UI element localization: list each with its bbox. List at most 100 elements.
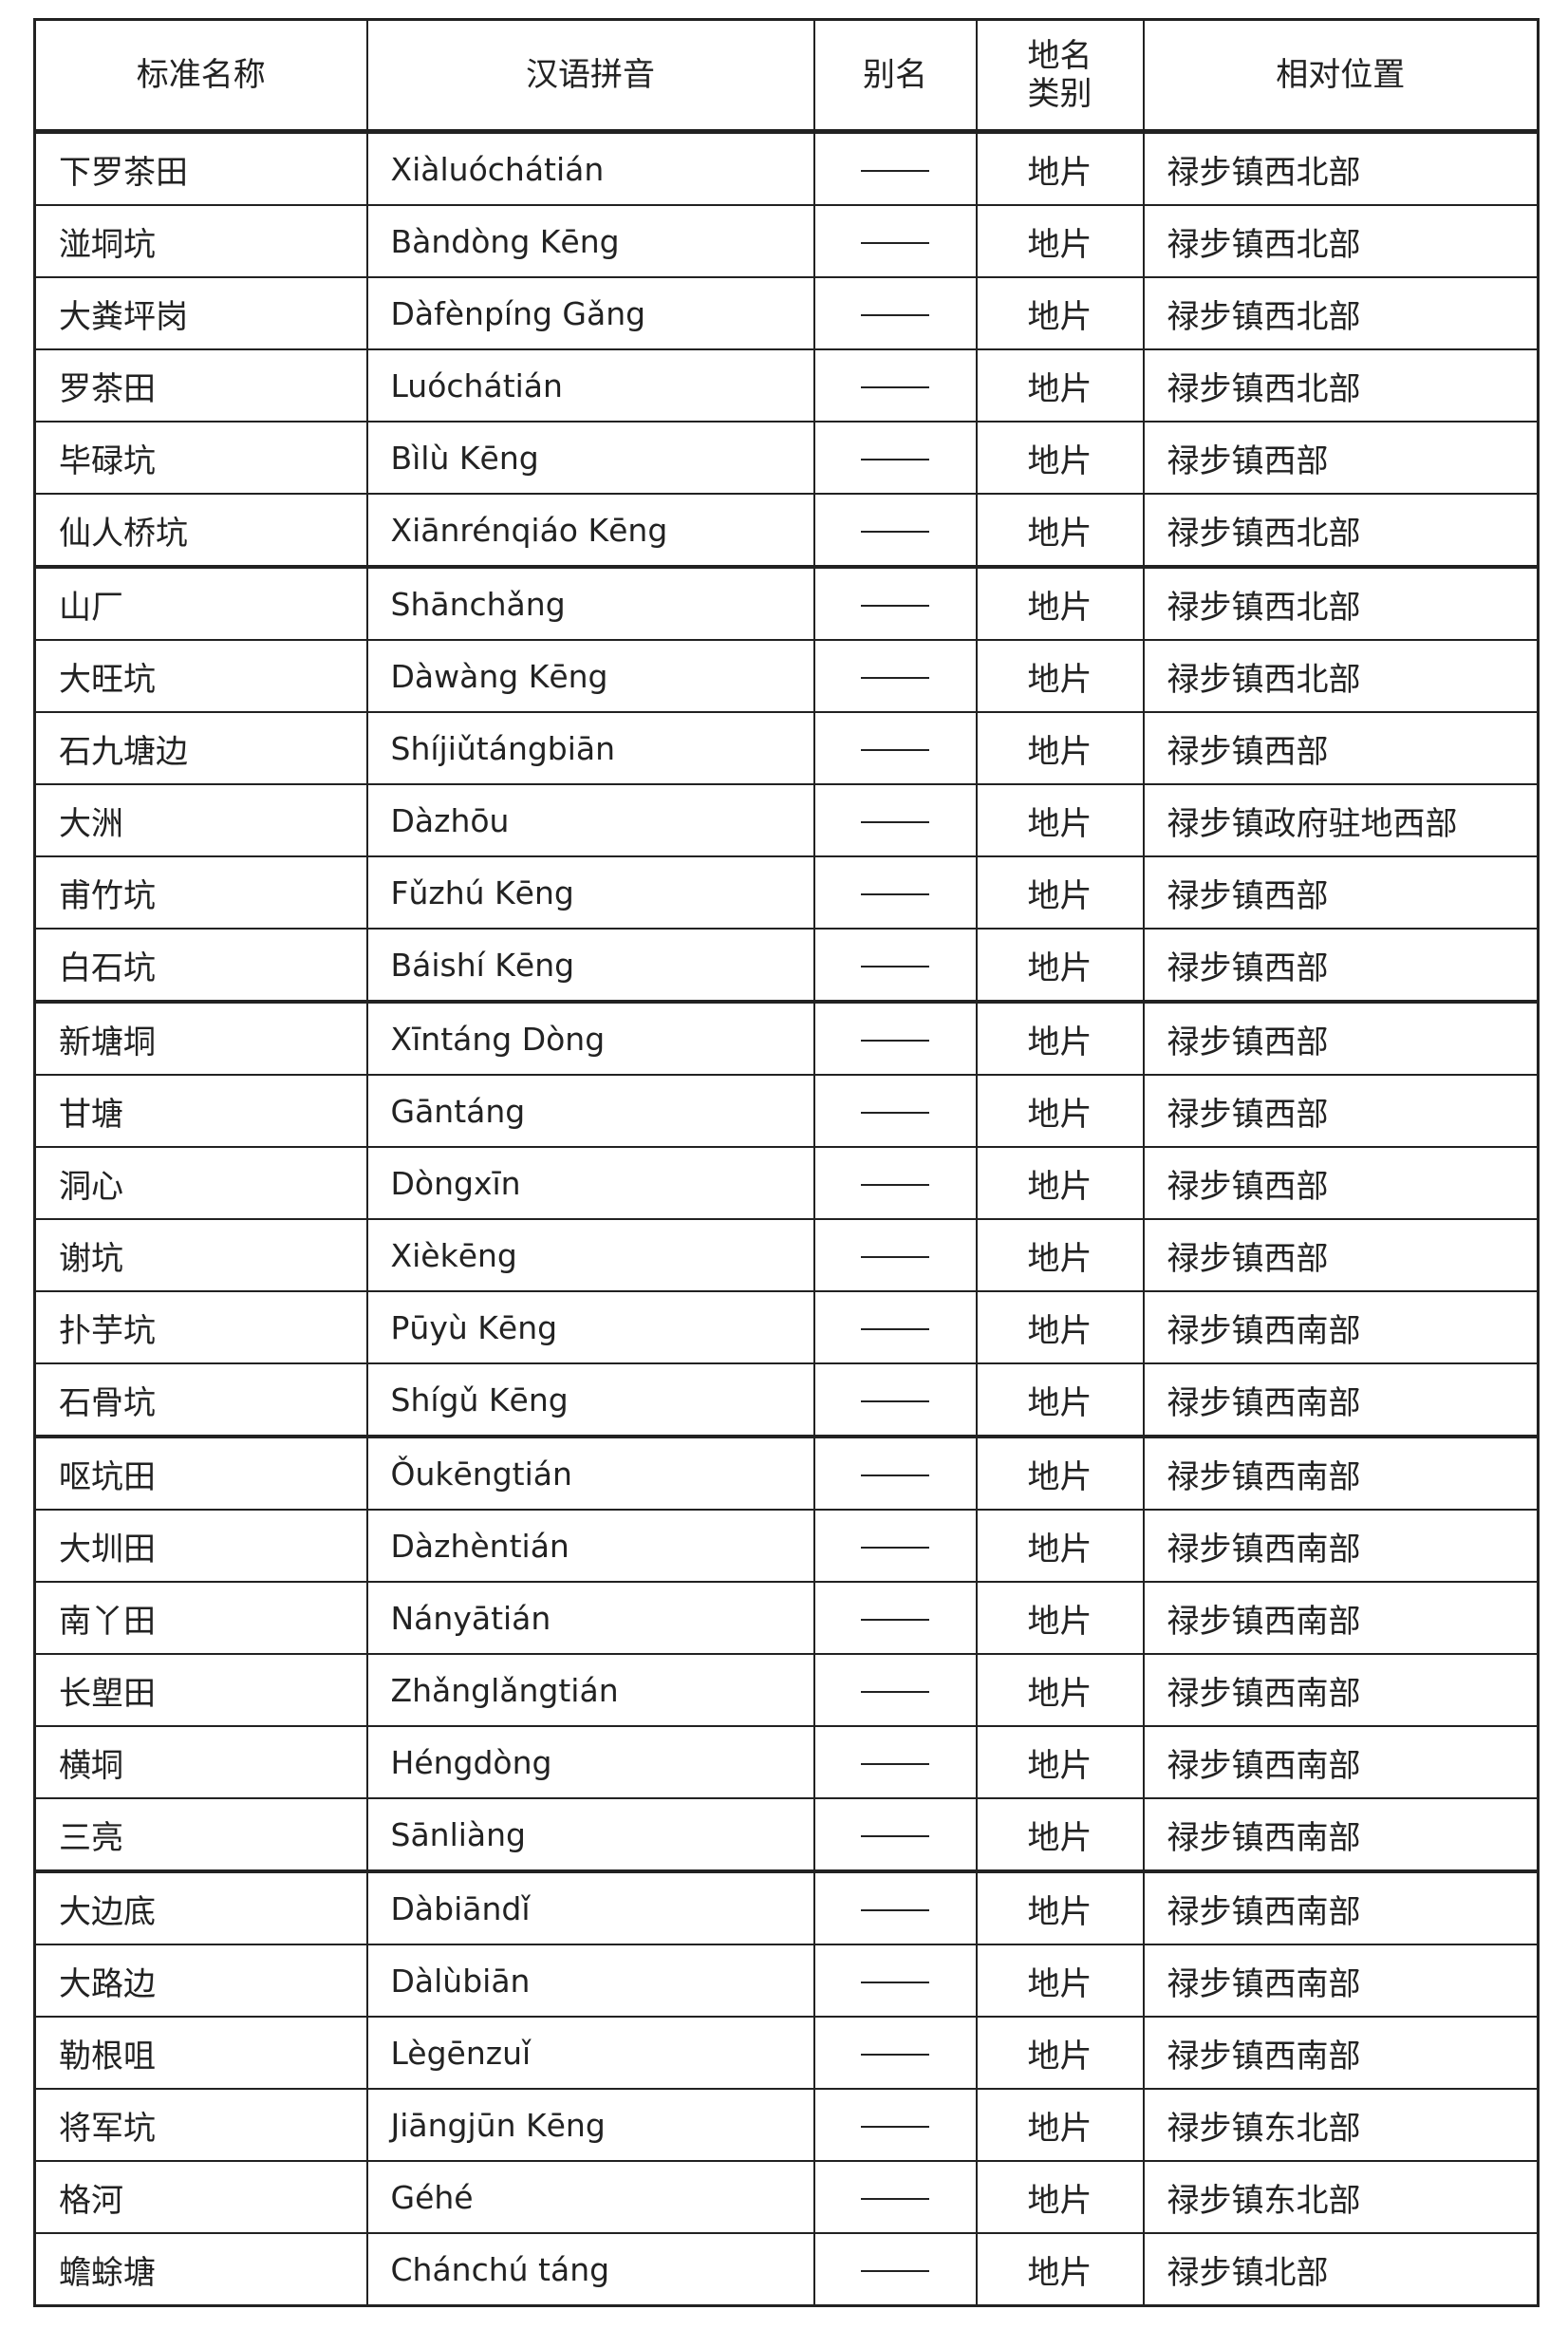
table-row: 大洲 Dàzhōu 地片 禄步镇政府驻地西部: [33, 783, 1540, 857]
table-body: 下罗茶田 Xiàluóchátián 地片 禄步镇西北部 湴垌坑 Bàndòng Kēng…: [33, 130, 1540, 2307]
pinyin-cell: Dàbiāndǐ: [365, 1870, 815, 1945]
type-cell: 地片: [975, 204, 1145, 278]
empty-dash: [861, 530, 929, 533]
alias-cell: [812, 1725, 978, 1799]
place-names-table: 标准名称 汉语拼音 别名 地名类别 相对位置 下罗茶田 Xiàluóchátián…: [33, 18, 1540, 2307]
empty-dash: [861, 1981, 929, 1983]
empty-dash: [861, 1111, 929, 1114]
standard-name-cell: 下罗茶田: [33, 130, 368, 206]
header-location: 相对位置: [1142, 18, 1540, 134]
empty-dash: [861, 748, 929, 751]
pinyin-cell: Bìlù Kēng: [365, 421, 815, 495]
alias-cell: [812, 276, 978, 350]
standard-name-cell: 长塱田: [33, 1653, 368, 1727]
type-cell: 地片: [975, 783, 1145, 857]
type-cell: 地片: [975, 566, 1145, 641]
empty-dash: [861, 1039, 929, 1042]
standard-name-cell: 石九塘边: [33, 711, 368, 785]
location-cell: 禄步镇西南部: [1142, 1870, 1540, 1945]
table-row: 石九塘边 Shíjiǔtángbiān 地片 禄步镇西部: [33, 711, 1540, 785]
location-cell: 禄步镇西部: [1142, 928, 1540, 1004]
location-cell: 禄步镇西南部: [1142, 1944, 1540, 2018]
empty-dash: [861, 2125, 929, 2128]
standard-name-cell: 新塘垌: [33, 1001, 368, 1076]
alias-cell: [812, 639, 978, 713]
header-type-label: 地名类别: [1027, 37, 1092, 113]
standard-name-cell: 湴垌坑: [33, 204, 368, 278]
location-cell: 禄步镇西北部: [1142, 276, 1540, 350]
type-cell: 地片: [975, 276, 1145, 350]
empty-dash: [861, 820, 929, 823]
location-cell: 禄步镇西北部: [1142, 639, 1540, 713]
empty-dash: [861, 604, 929, 607]
pinyin-cell: Luóchátián: [365, 348, 815, 423]
alias-cell: [812, 1074, 978, 1148]
pinyin-cell: Pūyù Kēng: [365, 1290, 815, 1364]
table-row: 蟾蜍塘 Chánchú táng 地片 禄步镇北部: [33, 2232, 1540, 2307]
standard-name-cell: 扑芋坑: [33, 1290, 368, 1364]
alias-cell: [812, 1509, 978, 1583]
standard-name-cell: 大旺坑: [33, 639, 368, 713]
empty-dash: [861, 1908, 929, 1911]
table-row: 谢坑 Xièkēng 地片 禄步镇西部: [33, 1218, 1540, 1292]
type-cell: 地片: [975, 1218, 1145, 1292]
standard-name-cell: 将军坑: [33, 2088, 368, 2162]
type-cell: 地片: [975, 130, 1145, 206]
alias-cell: [812, 2160, 978, 2234]
alias-cell: [812, 130, 978, 206]
pinyin-cell: Géhé: [365, 2160, 815, 2234]
location-cell: 禄步镇西部: [1142, 711, 1540, 785]
alias-cell: [812, 1001, 978, 1076]
alias-cell: [812, 348, 978, 423]
table-row: 甘塘 Gāntáng 地片 禄步镇西部: [33, 1074, 1540, 1148]
type-cell: 地片: [975, 2088, 1145, 2162]
type-cell: 地片: [975, 1146, 1145, 1220]
header-alias: 别名: [812, 18, 978, 134]
table-row: 长塱田 Zhǎnglǎngtián 地片 禄步镇西南部: [33, 1653, 1540, 1727]
type-cell: 地片: [975, 1362, 1145, 1438]
alias-cell: [812, 2016, 978, 2090]
pinyin-cell: Xiānrénqiáo Kēng: [365, 493, 815, 569]
pinyin-cell: Xīntáng Dòng: [365, 1001, 815, 1076]
type-cell: 地片: [975, 493, 1145, 569]
table-row: 勒根咀 Lègēnzuǐ 地片 禄步镇西南部: [33, 2016, 1540, 2090]
table-row: 格河 Géhé 地片 禄步镇东北部: [33, 2160, 1540, 2234]
location-cell: 禄步镇西北部: [1142, 566, 1540, 641]
table-row: 下罗茶田 Xiàluóchátián 地片 禄步镇西北部: [33, 130, 1540, 206]
type-cell: 地片: [975, 1944, 1145, 2018]
empty-dash: [861, 1327, 929, 1330]
empty-dash: [861, 458, 929, 460]
location-cell: 禄步镇西南部: [1142, 2016, 1540, 2090]
alias-cell: [812, 1870, 978, 1945]
alias-cell: [812, 855, 978, 930]
pinyin-cell: Shígǔ Kēng: [365, 1362, 815, 1438]
header-standard-name: 标准名称: [33, 18, 368, 134]
alias-cell: [812, 1218, 978, 1292]
empty-dash: [861, 2197, 929, 2200]
location-cell: 禄步镇西北部: [1142, 130, 1540, 206]
table-row: 洞心 Dòngxīn 地片 禄步镇西部: [33, 1146, 1540, 1220]
standard-name-cell: 呕坑田: [33, 1436, 368, 1511]
table-row: 横垌 Héngdòng 地片 禄步镇西南部: [33, 1725, 1540, 1799]
table-row: 大粪坪岗 Dàfènpíng Gǎng 地片 禄步镇西北部: [33, 276, 1540, 350]
type-cell: 地片: [975, 639, 1145, 713]
header-row: 标准名称 汉语拼音 别名 地名类别 相对位置: [33, 18, 1540, 134]
alias-cell: [812, 1944, 978, 2018]
table-row: 大旺坑 Dàwàng Kēng 地片 禄步镇西北部: [33, 639, 1540, 713]
alias-cell: [812, 493, 978, 569]
standard-name-cell: 大洲: [33, 783, 368, 857]
pinyin-cell: Héngdòng: [365, 1725, 815, 1799]
location-cell: 禄步镇西部: [1142, 1146, 1540, 1220]
table-row: 毕碌坑 Bìlù Kēng 地片 禄步镇西部: [33, 421, 1540, 495]
location-cell: 禄步镇西南部: [1142, 1581, 1540, 1655]
type-cell: 地片: [975, 1074, 1145, 1148]
table-row: 甫竹坑 Fǔzhú Kēng 地片 禄步镇西部: [33, 855, 1540, 930]
table-row: 呕坑田 Ǒukēngtián 地片 禄步镇西南部: [33, 1436, 1540, 1511]
pinyin-cell: Xièkēng: [365, 1218, 815, 1292]
standard-name-cell: 三亮: [33, 1797, 368, 1873]
standard-name-cell: 石骨坑: [33, 1362, 368, 1438]
alias-cell: [812, 1436, 978, 1511]
type-cell: 地片: [975, 1870, 1145, 1945]
type-cell: 地片: [975, 2160, 1145, 2234]
pinyin-cell: Nányātián: [365, 1581, 815, 1655]
